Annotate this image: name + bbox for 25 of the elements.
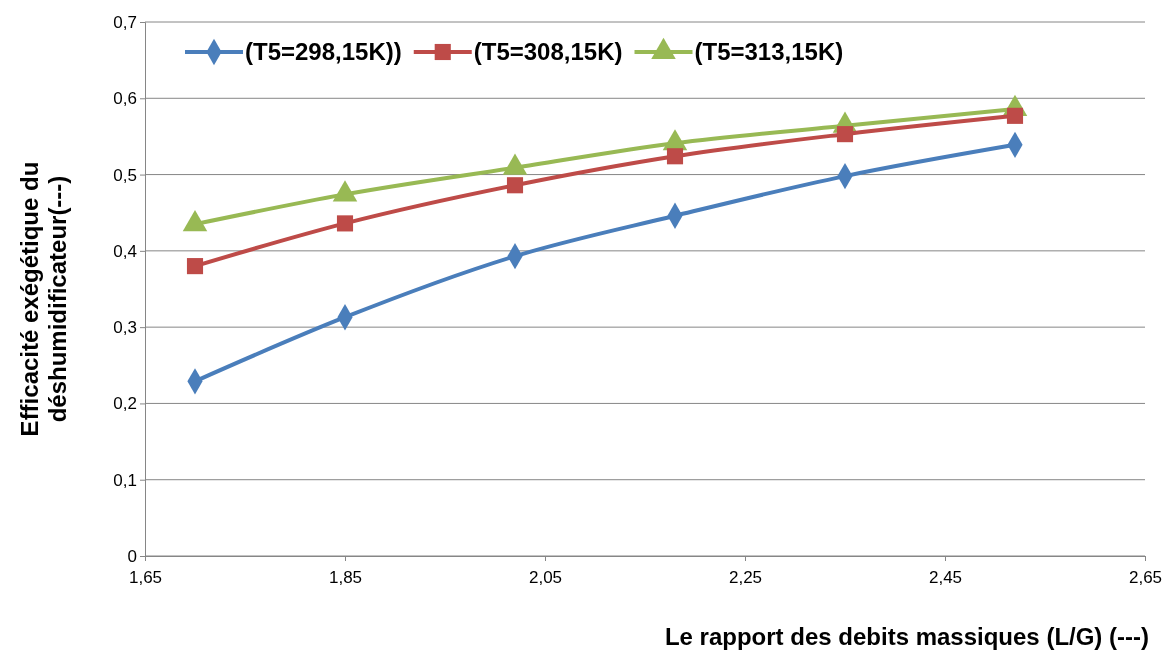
point — [666, 148, 684, 165]
point — [1006, 107, 1024, 124]
point — [506, 177, 524, 194]
y-tick-label: 0,1 — [113, 470, 137, 490]
y-tick-label: 0,2 — [113, 394, 137, 414]
y-tick-label: 0,5 — [113, 165, 137, 185]
x-tick-label: 2,45 — [928, 567, 963, 587]
x-tick-label: 1,85 — [328, 567, 363, 587]
x-tick-label: 1,65 — [128, 567, 163, 587]
legend-label: (T5=313,15K) — [694, 38, 844, 65]
x-axis-title: Le rapport des debits massiques (L/G) (---) — [664, 623, 1149, 650]
x-tick-label: 2,25 — [728, 567, 763, 587]
point — [336, 215, 354, 232]
legend-label: (T5=308,15K) — [473, 38, 623, 65]
point — [186, 258, 204, 275]
x-tick-label: 2,05 — [528, 567, 563, 587]
y-tick-label: 0,4 — [113, 241, 137, 261]
y-tick-label: 0,7 — [113, 12, 137, 32]
point — [836, 126, 854, 143]
x-tick-label: 2,65 — [1128, 567, 1163, 587]
y-tick-label: 0 — [127, 546, 137, 566]
y-tick-label: 0,3 — [113, 318, 137, 338]
y-tick-label: 0,6 — [113, 89, 137, 109]
legend-label: (T5=298,15K)) — [245, 38, 402, 65]
y-axis-title: Efficacité exégétique du déshumidificateur(---) — [16, 161, 71, 437]
